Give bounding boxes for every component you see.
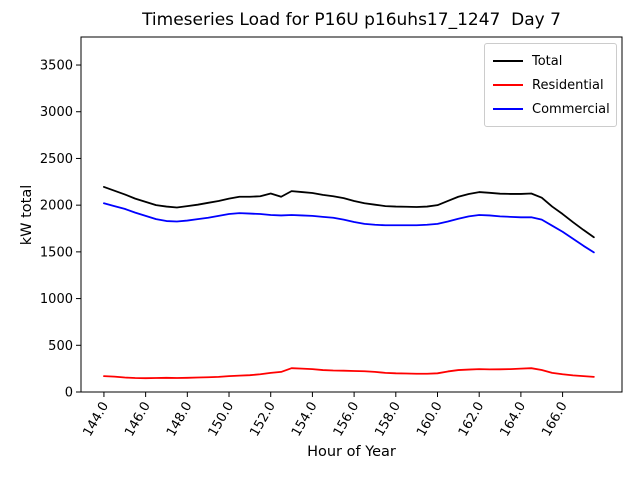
- legend-line-sample: [493, 84, 523, 86]
- series-line-commercial: [103, 202, 595, 254]
- y-tick-label: 3000: [40, 105, 73, 120]
- x-tick-label: 156.0: [331, 400, 363, 440]
- x-axis-label: Hour of Year: [307, 444, 396, 460]
- x-tick-label: 158.0: [372, 400, 404, 440]
- x-axis-ticks: 144.0 146.0 148.0 150.0 152.0 154.0 156.0 158.0…: [81, 392, 571, 439]
- x-tick-label: 144.0: [81, 400, 113, 440]
- y-tick-label: 2500: [40, 152, 73, 167]
- y-tick-label: 1500: [40, 245, 73, 260]
- x-tick-label: 164.0: [497, 400, 529, 440]
- x-tick-label: 154.0: [289, 400, 321, 440]
- legend-entry-total: Total: [493, 49, 608, 73]
- y-tick-label: 500: [48, 339, 73, 354]
- legend: Total Residential Commercial: [484, 43, 617, 127]
- y-axis-ticks: 0 500 1000 1500 2000 2500 3000 3500: [40, 59, 81, 401]
- legend-line-sample: [493, 108, 523, 110]
- legend-entry-residential: Residential: [493, 73, 608, 97]
- x-tick-label: 162.0: [456, 400, 488, 440]
- series-line-residential: [103, 367, 595, 380]
- data-series-lines: [103, 186, 595, 380]
- y-axis-label: kW total: [19, 184, 35, 246]
- legend-label: Total: [532, 53, 563, 69]
- legend-label: Commercial: [532, 101, 610, 117]
- x-tick-label: 152.0: [247, 400, 279, 440]
- x-tick-label: 148.0: [164, 400, 196, 440]
- x-tick-label: 166.0: [539, 400, 571, 440]
- x-tick-label: 150.0: [206, 400, 238, 440]
- legend-line-sample: [493, 60, 523, 62]
- series-line-total: [103, 186, 595, 239]
- y-tick-label: 0: [65, 386, 73, 401]
- axes-spines: [80, 36, 623, 393]
- legend-label: Residential: [532, 77, 604, 93]
- x-tick-label: 146.0: [122, 400, 154, 440]
- y-tick-label: 3500: [40, 59, 73, 74]
- x-tick-label: 160.0: [414, 400, 446, 440]
- legend-entry-commercial: Commercial: [493, 97, 610, 121]
- y-tick-label: 2000: [40, 199, 73, 214]
- y-tick-label: 1000: [40, 292, 73, 307]
- chart-title: Timeseries Load for P16U p16uhs17_1247 D…: [142, 10, 561, 30]
